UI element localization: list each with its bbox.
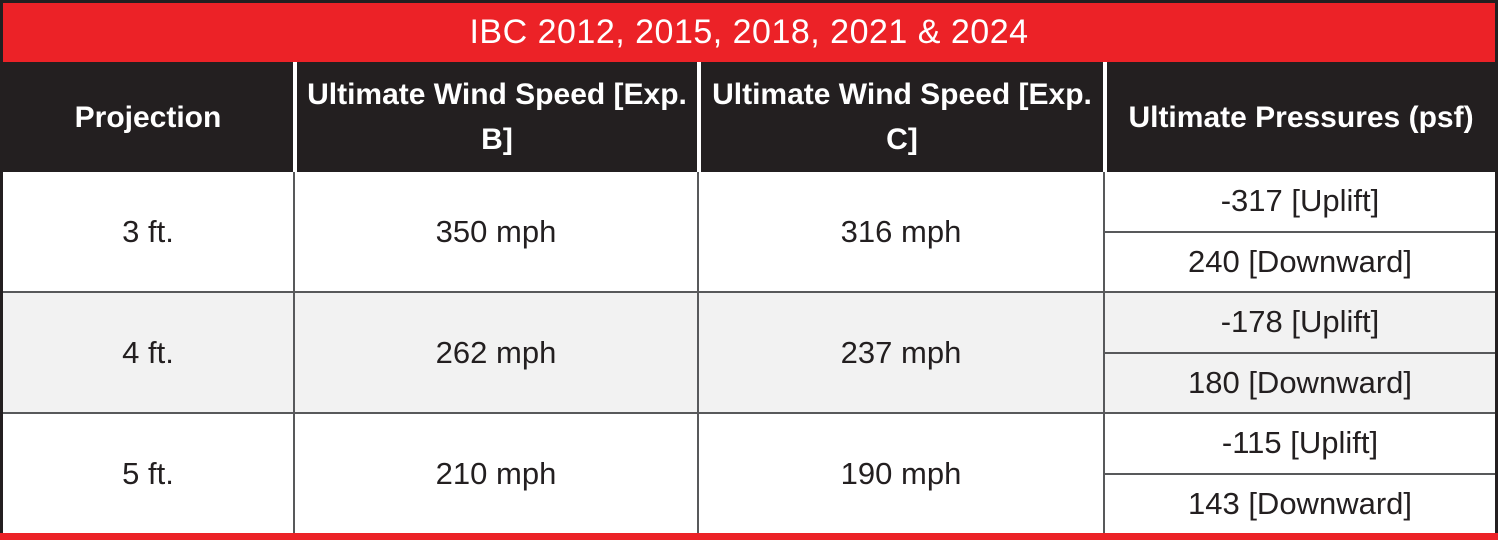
header-row: Projection Ultimate Wind Speed [Exp. B] … (3, 62, 1495, 172)
title-bar: IBC 2012, 2015, 2018, 2021 & 2024 (3, 3, 1495, 62)
cell-uplift-pressure: -317 [Uplift] (1220, 183, 1380, 219)
header-cell-wind-speed-exp-c: Ultimate Wind Speed [Exp. C] (697, 62, 1103, 172)
cell-wind-speed-b: 210 mph (293, 414, 697, 533)
cell-wind-speed-b: 350 mph (293, 172, 697, 291)
cell-pressures: -317 [Uplift] 240 [Downward] (1103, 172, 1495, 291)
title-text: IBC 2012, 2015, 2018, 2021 & 2024 (469, 13, 1029, 51)
cell-pressures: -115 [Uplift] 143 [Downward] (1103, 414, 1495, 533)
cell-projection: 5 ft. (122, 455, 174, 491)
cell-wind-speed-c: 237 mph (697, 293, 1103, 412)
cell-wind-speed-b: 262 mph (293, 293, 697, 412)
cell-uplift-pressure: -115 [Uplift] (1221, 425, 1379, 461)
bottom-red-strip (0, 533, 1498, 540)
cell-uplift-pressure: -178 [Uplift] (1220, 304, 1380, 340)
cell-projection: 3 ft. (122, 213, 174, 249)
cell-projection: 4 ft. (122, 334, 174, 370)
header-cell-wind-speed-exp-b: Ultimate Wind Speed [Exp. B] (293, 62, 697, 172)
table-row-5ft: 5 ft. 210 mph 190 mph -115 [Uplift] 143 … (3, 412, 1495, 533)
cell-downward-pressure: 240 [Downward] (1105, 230, 1495, 292)
header-cell-projection: Projection (74, 100, 222, 134)
table-row-4ft: 4 ft. 262 mph 237 mph -178 [Uplift] 180 … (3, 291, 1495, 412)
cell-pressures: -178 [Uplift] 180 [Downward] (1103, 293, 1495, 412)
table-row-3ft: 3 ft. 350 mph 316 mph -317 [Uplift] 240 … (3, 172, 1495, 291)
cell-downward-pressure: 180 [Downward] (1105, 351, 1495, 413)
header-cell-ultimate-pressures: Ultimate Pressures (psf) (1103, 62, 1495, 172)
cell-wind-speed-c: 190 mph (697, 414, 1103, 533)
cell-downward-pressure: 143 [Downward] (1105, 472, 1495, 534)
cell-wind-speed-c: 316 mph (697, 172, 1103, 291)
table-body: 3 ft. 350 mph 316 mph -317 [Uplift] 240 … (3, 172, 1495, 533)
